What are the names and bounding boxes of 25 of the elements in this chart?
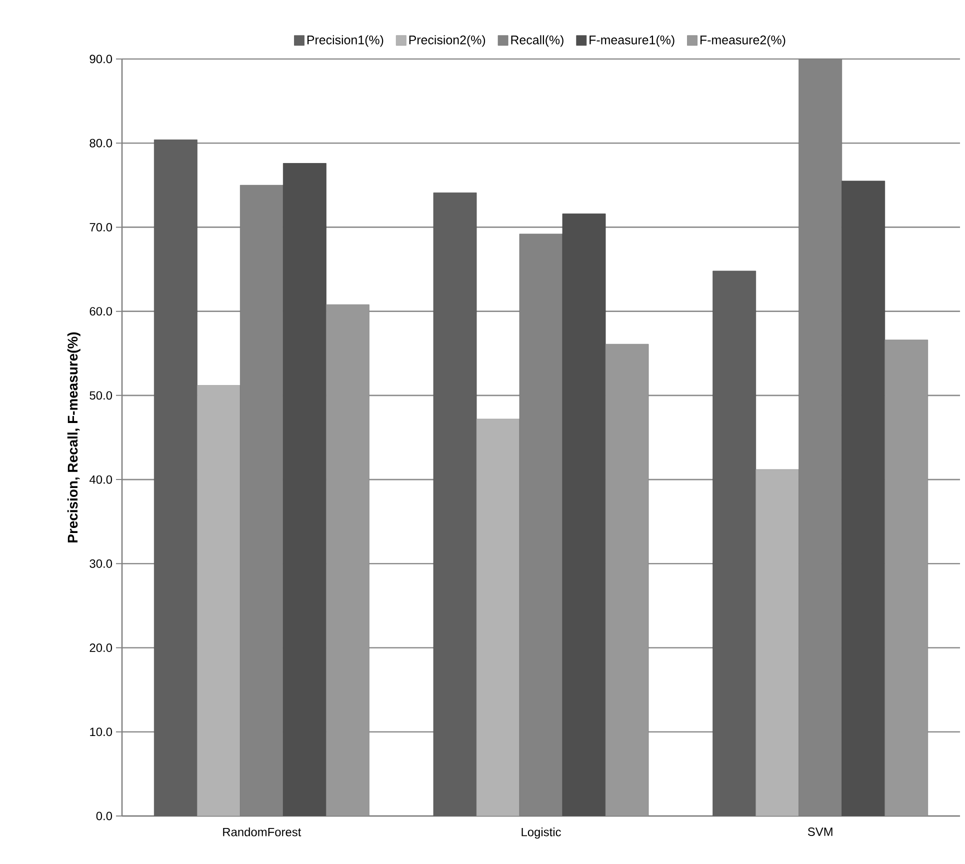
y-tick-label: 50.0 [90, 391, 112, 400]
y-tick-label: 20.0 [90, 644, 112, 652]
bar [433, 192, 477, 816]
legend-label: F-measure2(%) [700, 35, 786, 47]
y-tick-label: 30.0 [90, 559, 112, 568]
bar [476, 418, 520, 816]
y-axis-title: Precision, Recall, F-measure(%) [67, 332, 80, 542]
bar [756, 469, 800, 816]
bar [196, 385, 240, 816]
y-tick-label: 40.0 [90, 475, 112, 484]
legend-label: Precision1(%) [307, 35, 384, 47]
legend-label: F-measure1(%) [590, 35, 674, 47]
legend-label: Precision2(%) [409, 35, 486, 47]
bar [154, 140, 198, 816]
bar [712, 270, 756, 816]
x-tick-label: SVM [808, 828, 832, 836]
y-tick-label: 10.0 [90, 728, 112, 736]
y-tick-label: 90.0 [90, 54, 112, 64]
x-tick-label: RandomForest [223, 828, 302, 836]
x-tick-label: Logistic [522, 828, 561, 839]
y-tick-label: 80.0 [90, 138, 112, 148]
y-tick-label: 0.0 [96, 812, 112, 820]
y-tick-label: 70.0 [90, 222, 112, 232]
y-tick-label: 60.0 [90, 307, 112, 316]
legend-label: Recall(%) [511, 35, 564, 47]
